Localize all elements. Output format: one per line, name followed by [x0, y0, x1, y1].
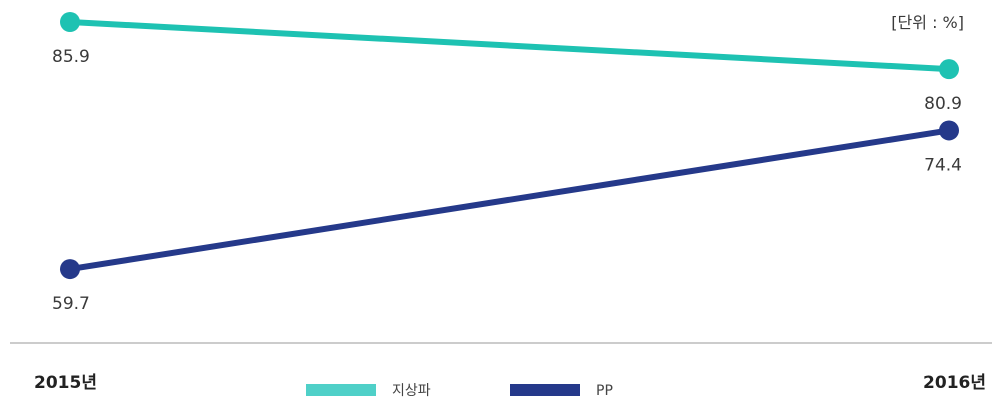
data-label-0-0: 85.9 — [52, 47, 90, 67]
data-point-1-0 — [60, 259, 80, 280]
x-tick-label-2015: 2015년 — [34, 373, 97, 393]
data-point-1-1 — [939, 120, 959, 141]
legend-swatch-jisangpa — [306, 384, 376, 396]
legend-label-pp: PP — [596, 383, 613, 398]
data-label-1-1: 74.4 — [924, 155, 962, 175]
data-point-0-0 — [60, 12, 80, 32]
data-point-0-1 — [939, 59, 959, 80]
series-line-0 — [69, 19, 950, 73]
series-layer: 85.9 80.9 59.7 74.4 — [52, 12, 962, 314]
data-label-0-1: 80.9 — [924, 94, 962, 114]
unit-label: [단위 : %] — [891, 13, 964, 32]
series-line-1 — [69, 127, 950, 273]
legend-label-jisangpa: 지상파 — [392, 383, 431, 398]
data-label-1-0: 59.7 — [52, 294, 90, 314]
legend-swatch-pp — [510, 384, 580, 396]
x-tick-label-2016: 2016년 — [923, 373, 986, 393]
